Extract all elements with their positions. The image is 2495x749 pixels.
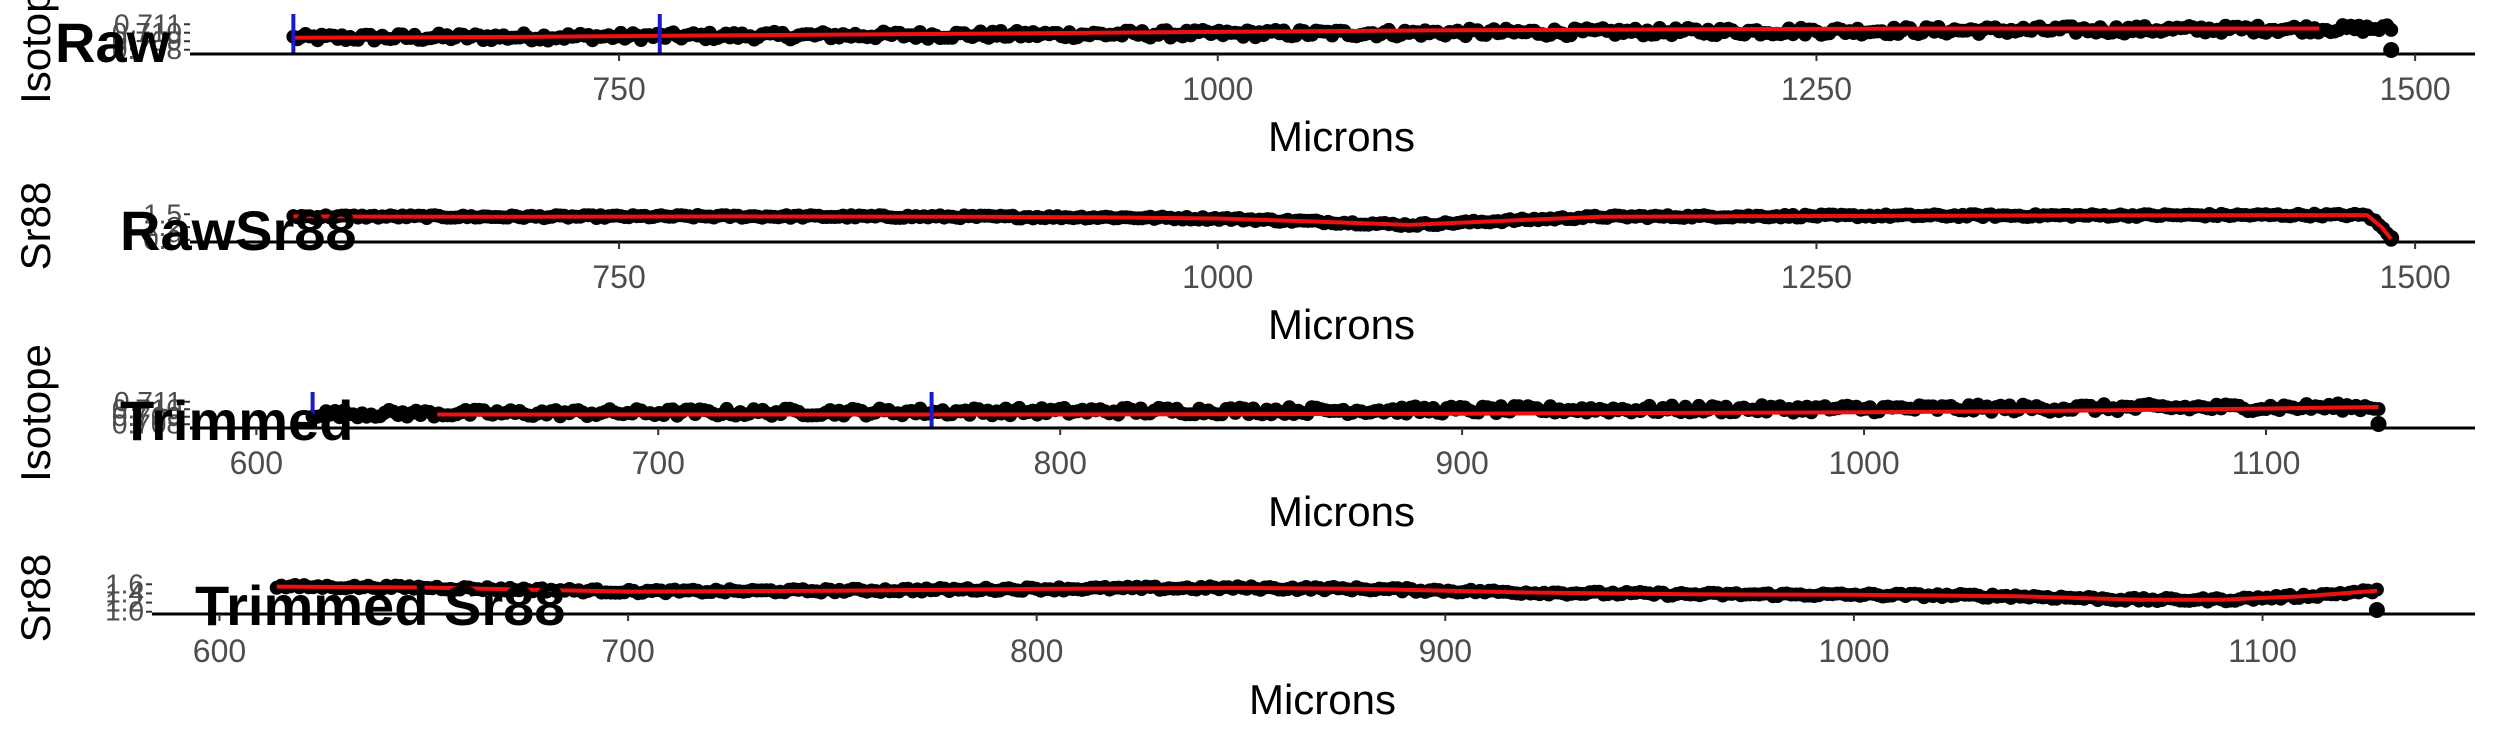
- x-axis-title: Microns: [1268, 301, 1415, 348]
- smooth-line: [293, 26, 2320, 40]
- x-tick-label: 1000: [1828, 445, 1899, 481]
- y-tick-label: 1.5: [143, 198, 182, 229]
- x-tick-label: 1250: [1781, 71, 1852, 107]
- y-tick-label: 0.709: [112, 401, 182, 432]
- y-tick-label: 1.4: [105, 577, 144, 608]
- x-tick-label: 700: [601, 633, 654, 669]
- data-point: [2368, 602, 2385, 618]
- x-tick-label: 1000: [1182, 259, 1253, 295]
- y-axis-title: Sr88: [12, 182, 59, 271]
- y-tick-label: 0.711: [114, 386, 182, 417]
- x-axis-title: Microns: [1268, 488, 1415, 535]
- y-tick-label: 0.709: [112, 25, 182, 56]
- y-tick-label: 1.0: [105, 596, 144, 627]
- x-tick-label: 1000: [1182, 71, 1253, 107]
- y-tick-label: 1.2: [143, 211, 182, 242]
- panel-title: Raw: [55, 11, 171, 74]
- panel-title: Trimmed: [120, 389, 353, 452]
- x-tick-label: 1000: [1818, 633, 1889, 669]
- x-tick-label: 1250: [1781, 259, 1852, 295]
- y-tick-label: 0.710: [112, 393, 182, 424]
- x-tick-label: 800: [1010, 633, 1063, 669]
- x-tick-label: 1500: [2380, 71, 2451, 107]
- panel-title: Trimmed Sr88: [195, 574, 565, 637]
- x-tick-label: 750: [592, 71, 645, 107]
- data-point: [2384, 22, 2399, 37]
- data-point: [2369, 582, 2384, 597]
- y-tick-label: 0.708: [112, 34, 182, 65]
- smooth-line: [293, 213, 2393, 241]
- x-tick-label: 1500: [2380, 259, 2451, 295]
- data-point: [2371, 402, 2386, 417]
- y-tick-label: 0.710: [112, 17, 182, 48]
- x-tick-label: 700: [632, 445, 685, 481]
- x-tick-label: 900: [1419, 633, 1472, 669]
- y-tick-label: 1.6: [105, 568, 144, 599]
- x-tick-label: 600: [230, 445, 283, 481]
- x-axis-title: Microns: [1249, 676, 1396, 723]
- smooth-line: [276, 584, 2378, 602]
- panel-raw-sr88: 0.91.21.5 750 1000 1250 1500 Microns Sr88 RawSr…: [12, 182, 2475, 348]
- y-axis-title: Sr88: [12, 554, 59, 643]
- x-tick-label: 900: [1435, 445, 1488, 481]
- y-tick-label: 1.2: [105, 587, 144, 618]
- x-tick-label: 750: [592, 259, 645, 295]
- y-tick-label: 0.9: [143, 224, 182, 255]
- x-tick-label: 600: [193, 633, 246, 669]
- smooth-line: [437, 405, 2379, 417]
- x-tick-label: 1100: [2232, 445, 2301, 481]
- y-axis-title: Isotope: [12, 344, 59, 482]
- panel-title: RawSr88: [120, 199, 357, 262]
- y-tick-label: 0.711: [114, 8, 182, 39]
- x-axis-title: Microns: [1268, 113, 1415, 160]
- panel-trimmed-sr88: 1.01.21.41.6 600 700 800 900 1000 1100 Microns S…: [12, 554, 2475, 723]
- x-tick-label: 1100: [2228, 633, 2297, 669]
- x-tick-label: 800: [1033, 445, 1086, 481]
- y-tick-label: 0.708: [112, 408, 182, 439]
- data-point: [2370, 416, 2387, 432]
- y-axis-title: Isotope: [12, 0, 59, 104]
- data-point: [2383, 42, 2400, 58]
